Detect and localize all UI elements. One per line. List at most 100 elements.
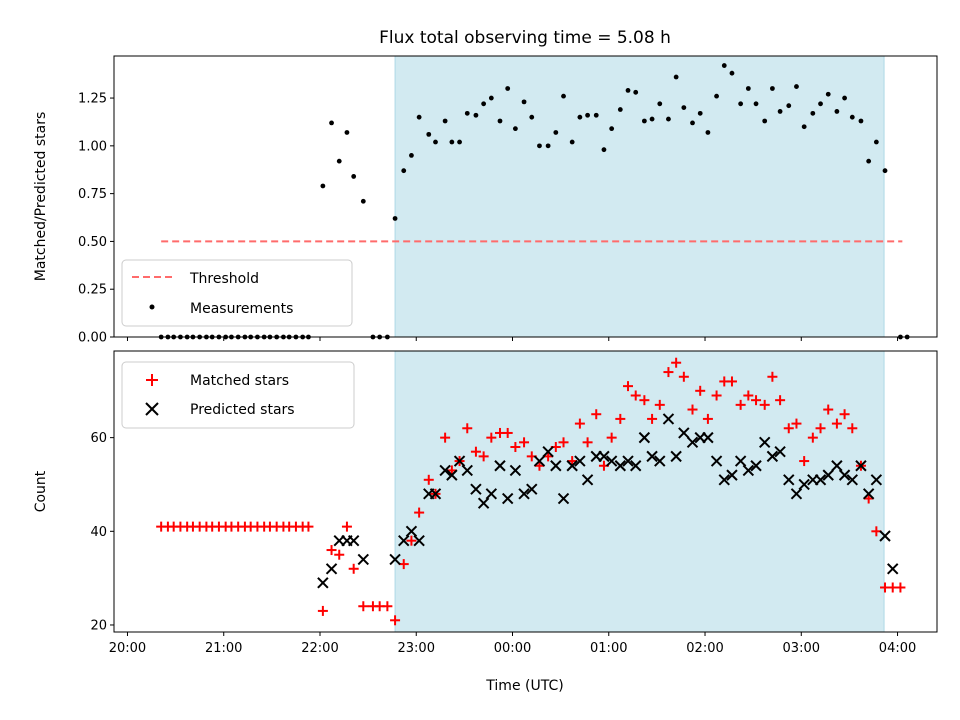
measurement-point — [457, 139, 462, 145]
measurement-point — [666, 116, 671, 122]
measurements-legend-swatch — [149, 304, 155, 310]
predicted-star-point — [790, 488, 803, 500]
measurement-point — [842, 95, 847, 101]
top-observing-window-shade — [394, 55, 885, 338]
matched-star-point — [630, 390, 641, 401]
measurement-point — [609, 126, 615, 132]
bottom-x-axis-ticks: 20:00 21:00 22:00 23:00 00:00 01:00 02:00 03:00… — [109, 632, 916, 656]
predicted-star-point — [526, 483, 538, 495]
matched-star-point — [582, 437, 593, 448]
predicted-star-point — [439, 464, 451, 477]
bottom-observing-window-shade — [394, 350, 885, 633]
predicted-star-point — [598, 450, 610, 463]
measurement-point — [649, 116, 655, 122]
predicted-star-point — [557, 492, 570, 505]
matched-star-point — [440, 432, 451, 443]
measurement-point — [849, 114, 855, 120]
matched-star-point — [398, 559, 409, 570]
matched-star-point — [317, 605, 328, 616]
predicted-star-point — [398, 534, 410, 547]
measurement-point — [442, 118, 448, 124]
matched-star-point — [678, 371, 689, 382]
measurement-point — [521, 99, 527, 105]
predicted-star-point — [710, 455, 723, 467]
measurement-point — [473, 112, 479, 118]
matched-star-point — [574, 418, 585, 429]
matched-star-point — [807, 432, 818, 443]
predicted-star-point — [413, 534, 425, 547]
matched-star-point — [743, 390, 754, 401]
measurement-point — [360, 198, 366, 204]
measurement-point — [745, 86, 751, 91]
y-tick-label: 0.50 — [78, 235, 107, 250]
predicted-star-point — [405, 525, 418, 538]
predicted-star-point — [654, 455, 666, 467]
predicted-star-point — [862, 488, 875, 500]
predicted-star-point — [622, 455, 634, 467]
matched-star-point — [895, 582, 906, 593]
matched-stars-series — [156, 357, 906, 626]
predicted-legend-swatch — [145, 402, 159, 416]
measurement-point — [786, 103, 792, 109]
predicted-star-point — [566, 460, 578, 472]
matched-star-point — [606, 432, 617, 443]
y-tick-label: 20 — [90, 618, 107, 633]
matched-star-point — [334, 549, 345, 560]
measurement-point — [721, 63, 727, 68]
predicted-star-point — [470, 483, 482, 495]
matched-star-point — [831, 418, 842, 429]
x-tick-label: 00:00 — [494, 641, 531, 656]
predicted-star-point — [494, 460, 506, 472]
measurement-point — [433, 139, 438, 145]
matched-star-point — [478, 451, 489, 462]
matched-star-point — [502, 427, 513, 438]
measurement-point — [825, 91, 831, 97]
y-tick-label: 1.00 — [78, 139, 107, 154]
matched-star-point — [358, 601, 369, 612]
measurement-point — [834, 109, 840, 114]
predicted-star-point — [485, 488, 498, 500]
measurement-point — [416, 114, 422, 120]
bottom-y-axis-label: Count — [33, 470, 49, 512]
matched-star-point — [751, 395, 762, 406]
measurement-point — [794, 84, 799, 89]
y-tick-label: 40 — [90, 525, 107, 540]
x-tick-label: 21:00 — [205, 641, 242, 656]
predicted-star-point — [678, 427, 690, 439]
predicted-star-point — [718, 474, 730, 486]
predicted-star-point — [766, 450, 779, 463]
matched-star-point — [639, 395, 650, 406]
predicted-star-point — [501, 492, 514, 505]
measurement-point — [351, 174, 357, 179]
measurement-point — [601, 147, 607, 153]
predicted-star-point — [742, 464, 755, 477]
x-tick-label: 20:00 — [109, 641, 146, 656]
bottom-axes-frame — [113, 350, 938, 633]
measurement-point — [401, 168, 407, 174]
measurement-point — [729, 70, 735, 76]
predicted-star-point — [542, 445, 554, 458]
predicted-star-point — [477, 497, 490, 509]
measurement-point — [449, 139, 455, 145]
predicted-star-point — [446, 469, 458, 481]
matched-star-point — [791, 418, 802, 429]
predicted-star-point — [846, 474, 859, 486]
measurement-point — [738, 101, 744, 107]
measurement-point — [858, 118, 864, 124]
measurement-point — [753, 101, 759, 107]
x-tick-label: 01:00 — [590, 641, 627, 656]
matched-star-point — [799, 456, 810, 467]
top-legend: Threshold Measurements — [121, 259, 353, 327]
measurement-point — [801, 124, 807, 130]
predicted-star-point — [774, 445, 786, 458]
top-axes-frame — [113, 55, 938, 338]
matched-star-point — [303, 521, 314, 532]
matched-star-point — [775, 395, 786, 406]
predicted-star-point — [357, 553, 370, 566]
matched-star-point — [695, 385, 706, 396]
measurement-point — [617, 107, 623, 112]
matched-star-point — [663, 367, 674, 378]
measurement-point — [882, 168, 888, 174]
matched-star-point — [871, 526, 882, 537]
top-x-axis-ticks — [126, 337, 899, 341]
